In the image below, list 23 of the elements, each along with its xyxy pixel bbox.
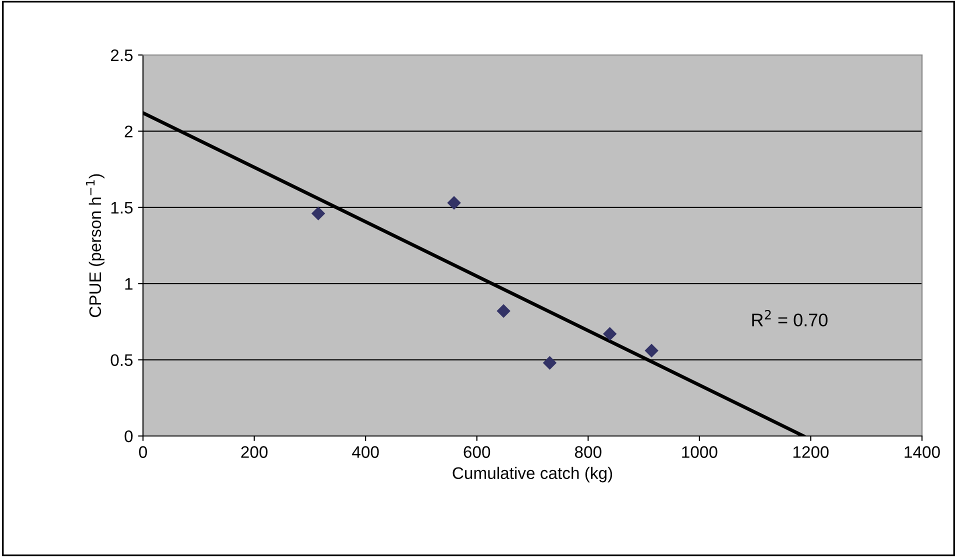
point bbox=[644, 344, 658, 358]
x-tick-label: 200 bbox=[241, 446, 268, 458]
y-tick-label: 2 bbox=[124, 126, 132, 138]
x-tick-label: 0 bbox=[139, 446, 147, 458]
y-tick-label: 0.5 bbox=[110, 354, 133, 366]
y-tick-label: 1 bbox=[125, 278, 132, 290]
x-axis-title: Cumulative catch (kg) bbox=[452, 466, 612, 482]
x-tick-label: 600 bbox=[464, 446, 490, 458]
point bbox=[496, 304, 510, 318]
point bbox=[312, 206, 325, 220]
point bbox=[447, 196, 461, 210]
annotation: R$^{2}$ = 0.70 bbox=[752, 310, 828, 326]
x-tick-label: 1000 bbox=[682, 446, 718, 458]
y-axis-title: CPUE (person h$^{−1}$) bbox=[86, 174, 104, 318]
y-tick-label: 2.5 bbox=[110, 49, 133, 62]
y-tick-label: 0 bbox=[124, 430, 133, 442]
point bbox=[603, 327, 616, 340]
x-tick-label: 800 bbox=[574, 446, 602, 458]
x-tick-label: 1200 bbox=[793, 446, 829, 458]
point bbox=[543, 356, 556, 370]
y-tick-label: 1.5 bbox=[111, 202, 133, 214]
x-tick-label: 400 bbox=[352, 446, 379, 458]
x-tick-label: 1400 bbox=[904, 446, 940, 458]
